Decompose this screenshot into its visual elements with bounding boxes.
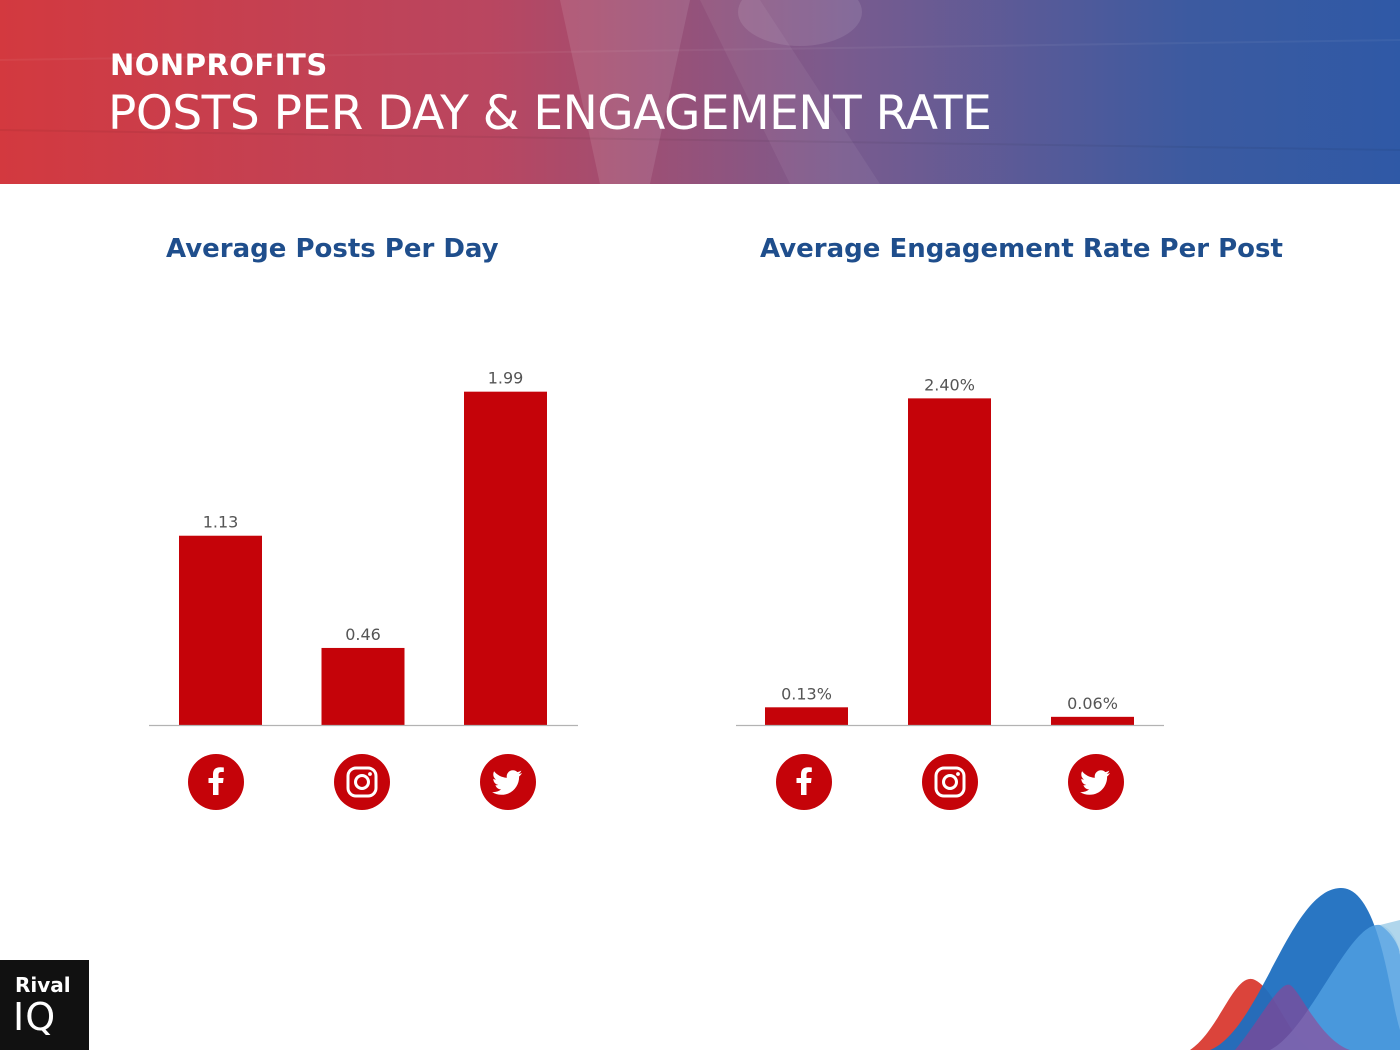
banner-texture: [0, 0, 1400, 184]
value-label-facebook: 1.13: [203, 513, 239, 532]
value-label-twitter: 1.99: [488, 369, 524, 388]
logo-text-iq: IQ: [13, 995, 57, 1039]
bar-facebook: [179, 535, 262, 725]
engagement-rate-chart: 0.13% 2.40% 0.06%: [736, 375, 1164, 810]
instagram-frame: [346, 766, 378, 798]
bar-instagram: [321, 647, 405, 725]
value-label-facebook: 0.13%: [781, 684, 832, 703]
page-title: POSTS PER DAY & ENGAGEMENT RATE: [108, 86, 992, 141]
posts-per-day-title: Average Posts Per Day: [166, 234, 499, 264]
value-label-twitter: 0.06%: [1067, 694, 1118, 713]
section-eyebrow: NONPROFITS: [110, 48, 328, 82]
instagram-icon: [334, 754, 390, 810]
instagram-lens: [942, 774, 958, 790]
instagram-lens: [354, 774, 370, 790]
engagement-rate-title: Average Engagement Rate Per Post: [760, 234, 1283, 264]
twitter-glyph: [1080, 770, 1110, 795]
value-label-instagram: 2.40%: [924, 375, 975, 394]
twitter-icon: [1068, 754, 1124, 810]
posts-per-day-chart: 1.13 0.46 1.99: [149, 369, 578, 810]
twitter-glyph: [492, 770, 522, 795]
bar-instagram: [908, 398, 991, 725]
logo-text-rival: Rival: [15, 973, 71, 997]
icon-circle: [922, 754, 978, 810]
rival-iq-logo: Rival IQ: [0, 960, 89, 1050]
bar-twitter: [1051, 716, 1134, 725]
instagram-dot: [368, 772, 372, 776]
decorative-mountains: [1190, 887, 1400, 1050]
instagram-dot: [956, 772, 960, 776]
twitter-icon: [480, 754, 536, 810]
facebook-glyph: [208, 767, 224, 795]
bar-twitter: [464, 391, 547, 725]
value-label-instagram: 0.46: [345, 625, 381, 644]
header-banner: NONPROFITS POSTS PER DAY & ENGAGEMENT RA…: [0, 0, 1400, 184]
bar-facebook: [765, 707, 848, 725]
facebook-icon: [188, 754, 244, 810]
facebook-icon: [776, 754, 832, 810]
instagram-icon: [922, 754, 978, 810]
icon-circle: [334, 754, 390, 810]
facebook-glyph: [796, 767, 812, 795]
instagram-frame: [934, 766, 966, 798]
